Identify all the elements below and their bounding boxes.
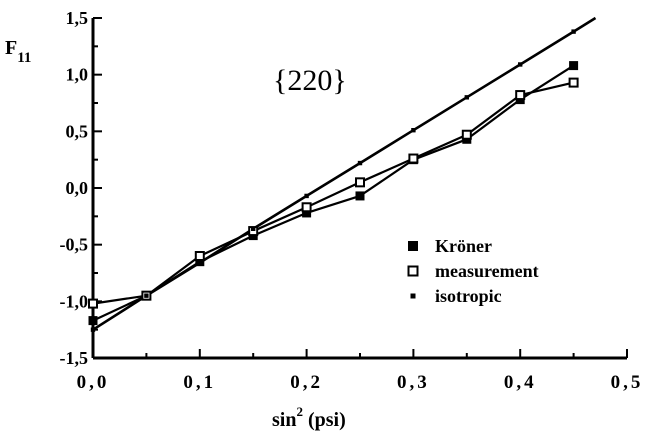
marker-measurement <box>355 177 365 188</box>
x-tick-label: 0,0 <box>77 372 110 393</box>
x-axis-title-main: sin <box>272 409 296 431</box>
legend-label-isotropic: isotropic <box>435 286 502 306</box>
legend-label-measurement: measurement <box>435 261 539 281</box>
tick-marks <box>92 17 628 359</box>
series-line-measurement <box>92 81 574 305</box>
y-axis-title: F11 <box>5 37 31 66</box>
x-tick-label: 0,4 <box>504 372 537 393</box>
y-tick-label: 0,0 <box>66 178 89 198</box>
marker-kroener <box>355 191 365 201</box>
y-tick-label: -1,0 <box>60 291 89 311</box>
marker-measurement <box>461 129 472 140</box>
marker-isotropic <box>411 128 416 133</box>
marker-isotropic <box>571 29 576 34</box>
marker-isotropic <box>304 193 309 199</box>
marker-isotropic <box>90 327 96 332</box>
y-tick-label: -1,5 <box>60 348 89 368</box>
marker-measurement <box>515 90 526 101</box>
marker-isotropic <box>197 260 202 265</box>
y-tick-labels: 1,5 1,0 0,5 0,0 -0,5 -1,0 -1,5 <box>60 8 89 368</box>
marker-isotropic <box>464 95 469 100</box>
legend-marker-kroener <box>408 241 418 251</box>
x-tick-label: 0,2 <box>290 372 323 393</box>
marker-kroener <box>88 316 98 326</box>
axes <box>91 18 627 360</box>
marker-measurement <box>408 153 419 164</box>
marker-kroener <box>569 61 579 71</box>
x-axis-title-rest: (psi) <box>303 409 346 431</box>
y-tick-label: 1,5 <box>66 8 89 28</box>
marker-measurement <box>194 251 205 261</box>
x-axis-title: sin2 (psi) <box>272 404 346 431</box>
y-tick-label: 1,0 <box>66 65 89 85</box>
legend-marker-measurement <box>407 265 419 277</box>
y-axis-title-main: F <box>5 37 17 59</box>
legend-label-kroener: Kröner <box>435 236 492 256</box>
annotation-220: {220} <box>273 64 347 97</box>
marker-measurement <box>88 298 98 309</box>
x-tick-label: 0,1 <box>183 372 216 393</box>
marker-isotropic <box>251 226 256 231</box>
marker-isotropic <box>357 160 363 166</box>
marker-kroener <box>302 208 312 218</box>
y-tick-label: 0,5 <box>66 121 89 141</box>
marker-measurement <box>568 77 579 88</box>
legend-marker-isotropic <box>410 293 416 299</box>
series-markers <box>88 29 579 332</box>
marker-measurement <box>301 202 312 213</box>
marker-isotropic <box>144 293 149 298</box>
y-tick-label: -0,5 <box>60 235 89 255</box>
legend: Kröner measurement isotropic <box>407 236 539 306</box>
x-axis-title-superscript: 2 <box>296 404 303 419</box>
x-tick-label: 0,5 <box>611 372 644 393</box>
x-tick-label: 0,3 <box>397 372 430 393</box>
marker-isotropic <box>518 62 523 67</box>
x-tick-labels: 0,0 0,1 0,2 0,3 0,4 0,5 <box>77 372 644 393</box>
y-axis-title-subscript: 11 <box>17 50 31 66</box>
